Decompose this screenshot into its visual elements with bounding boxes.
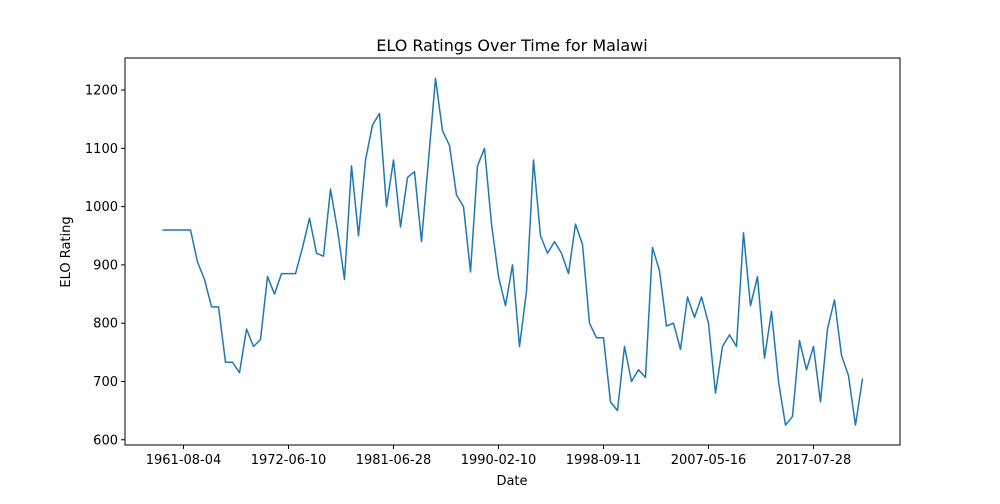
x-tick-label: 2007-05-16 <box>671 453 747 468</box>
x-tick-label: 1998-09-11 <box>566 453 642 468</box>
y-tick-label: 600 <box>93 433 118 448</box>
y-tick-label: 1100 <box>85 142 118 157</box>
y-tick-label: 1200 <box>85 84 118 99</box>
y-tick-label: 800 <box>93 317 118 332</box>
x-tick-label: 1972-06-10 <box>251 453 327 468</box>
line <box>162 77 864 426</box>
y-tick-label: 1000 <box>85 200 118 215</box>
y-axis-label: ELO Rating <box>59 216 74 287</box>
x-tick-label: 1990-02-10 <box>461 453 537 468</box>
plot-frame <box>124 57 901 446</box>
x-tick-label: 1961-08-04 <box>146 453 222 468</box>
x-axis-label: Date <box>496 474 527 489</box>
y-tick-label: 900 <box>93 258 118 273</box>
x-tick-label: 2017-07-28 <box>776 453 852 468</box>
y-tick-label: 700 <box>93 375 118 390</box>
chart-title: ELO Ratings Over Time for Malawi <box>376 36 647 55</box>
x-tick-label: 1981-06-28 <box>356 453 432 468</box>
